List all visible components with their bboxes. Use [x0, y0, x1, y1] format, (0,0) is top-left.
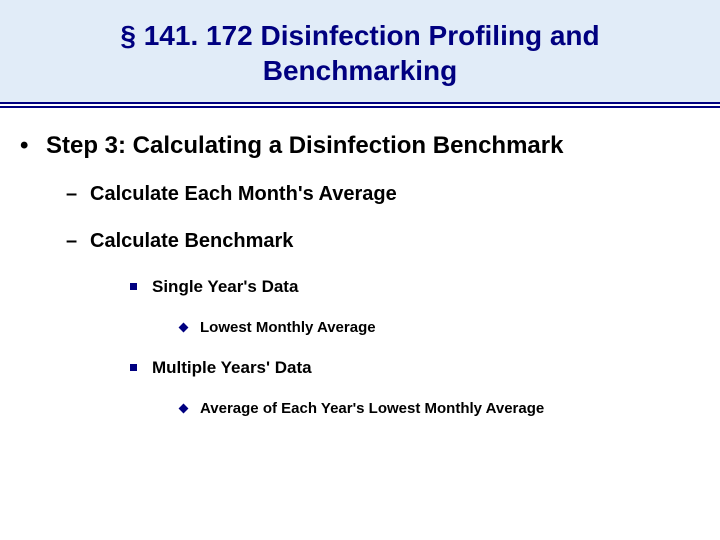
bullet-level4: Average of Each Year's Lowest Monthly Av…: [180, 400, 700, 417]
l2-text: Calculate Benchmark: [90, 230, 293, 253]
disc-bullet-icon: •: [20, 132, 46, 161]
title-area: § 141. 172 Disinfection Profiling and Be…: [0, 0, 720, 102]
bullet-level2: – Calculate Each Month's Average: [66, 183, 700, 206]
square-bullet-icon: [130, 283, 152, 290]
slide-content: • Step 3: Calculating a Disinfection Ben…: [0, 108, 720, 417]
dash-bullet-icon: –: [66, 230, 90, 253]
bullet-level1: • Step 3: Calculating a Disinfection Ben…: [20, 132, 700, 161]
l1-text: Step 3: Calculating a Disinfection Bench…: [46, 132, 563, 161]
bullet-level3: Single Year's Data: [130, 277, 700, 297]
l4-text: Average of Each Year's Lowest Monthly Av…: [200, 400, 544, 417]
slide-title: § 141. 172 Disinfection Profiling and Be…: [50, 18, 670, 88]
bullet-level4: Lowest Monthly Average: [180, 319, 700, 336]
bullet-level2: – Calculate Benchmark: [66, 230, 700, 253]
l2-text: Calculate Each Month's Average: [90, 183, 397, 206]
dash-bullet-icon: –: [66, 183, 90, 206]
square-bullet-icon: [130, 364, 152, 371]
bullet-level3: Multiple Years' Data: [130, 358, 700, 378]
l3-text: Multiple Years' Data: [152, 358, 312, 378]
diamond-bullet-icon: [180, 324, 200, 331]
l3-text: Single Year's Data: [152, 277, 298, 297]
l4-text: Lowest Monthly Average: [200, 319, 376, 336]
diamond-bullet-icon: [180, 405, 200, 412]
